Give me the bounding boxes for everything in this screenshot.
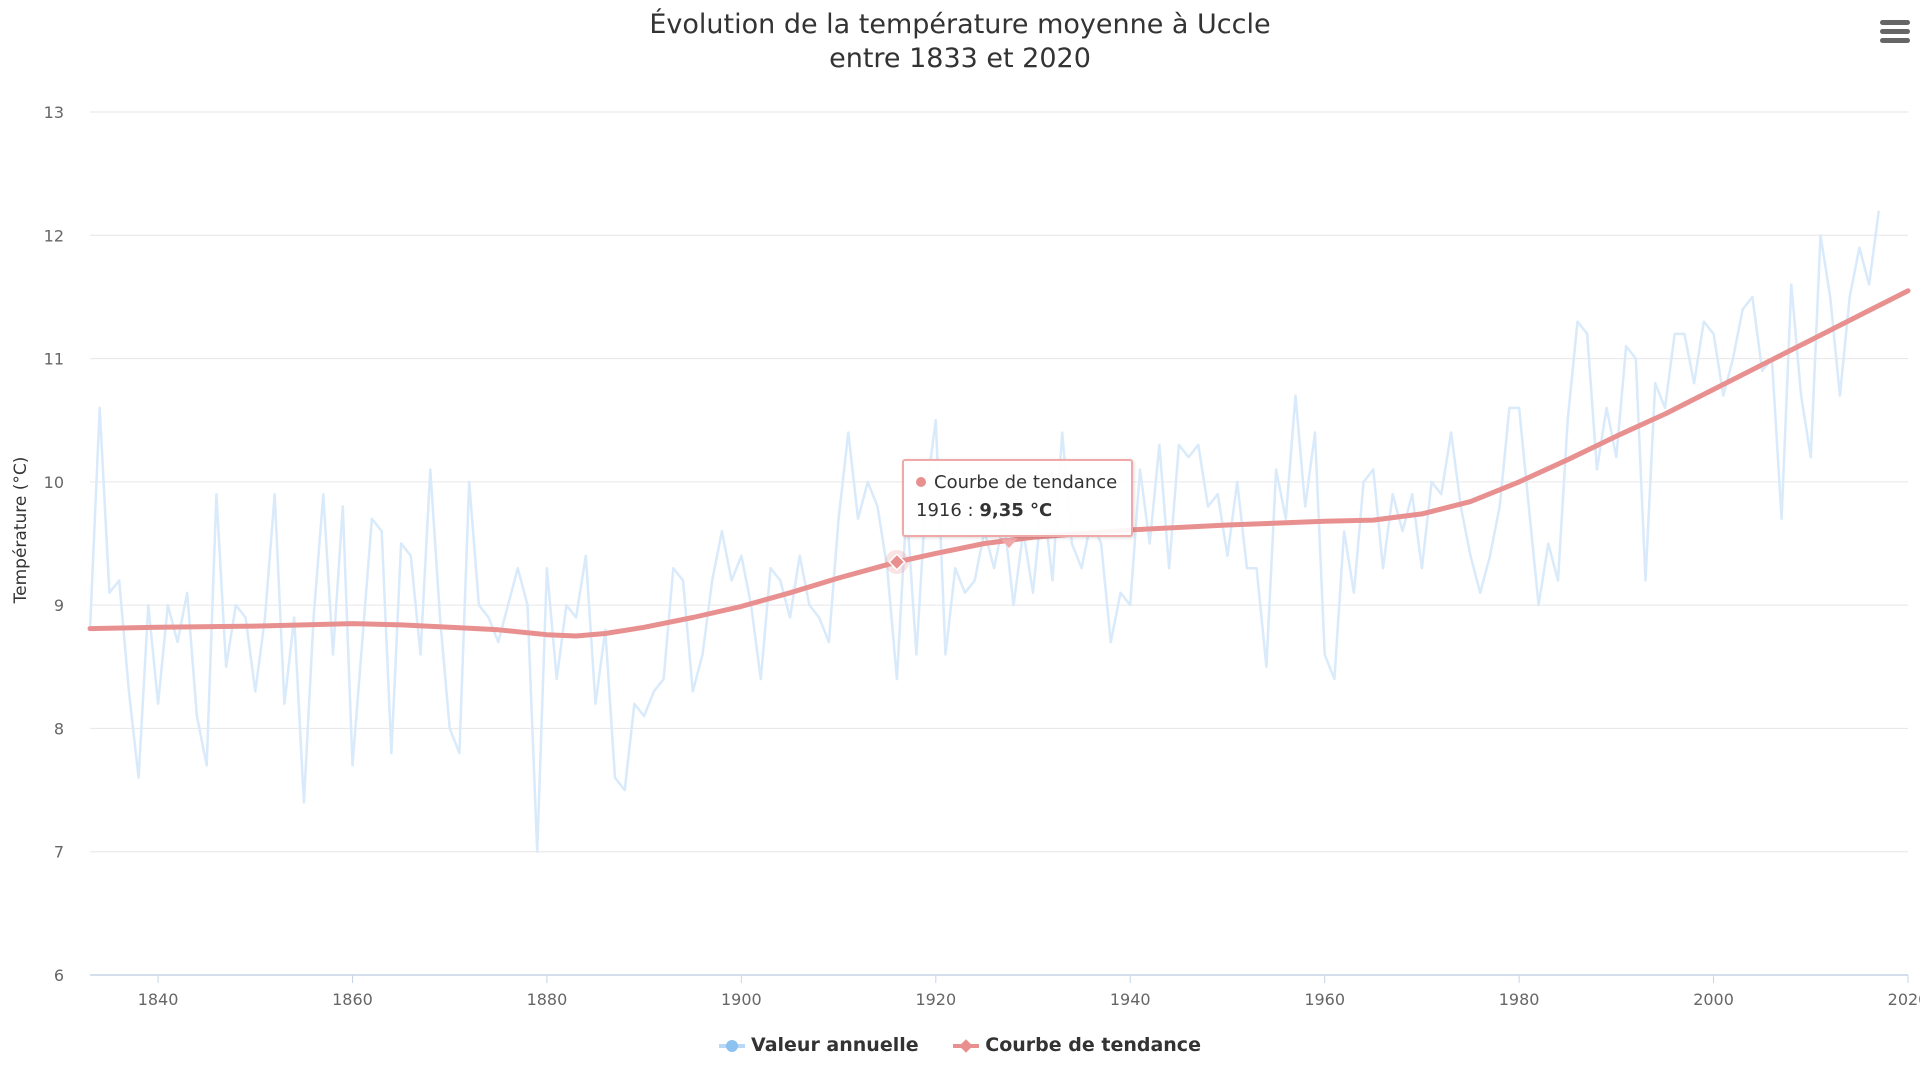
tooltip: Courbe de tendance 1916 : 9,35 °C (902, 459, 1134, 537)
chart-title-line: Évolution de la température moyenne à Uc… (649, 9, 1271, 40)
y-tick-label: 8 (54, 719, 64, 738)
y-tick-label: 11 (44, 350, 64, 369)
legend-item-trend[interactable]: Courbe de tendance (953, 1034, 1201, 1056)
y-tick-label: 6 (54, 966, 64, 985)
tooltip-year: 1916 : (916, 500, 980, 521)
tooltip-arrow (1000, 538, 1018, 548)
x-tick-label: 1880 (527, 990, 568, 1009)
legend: Valeur annuelle Courbe de tendance (0, 1034, 1920, 1056)
x-tick-label: 2020 (1888, 990, 1920, 1009)
x-tick-label: 1900 (721, 990, 762, 1009)
y-axis-ticks: 6 7 8 9 10 11 12 13 (44, 103, 64, 985)
y-tick-label: 12 (44, 226, 64, 245)
legend-item-annual[interactable]: Valeur annuelle (719, 1034, 919, 1056)
x-tick-label: 2000 (1693, 990, 1734, 1009)
legend-annual-symbol (719, 1039, 746, 1052)
y-tick-label: 7 (54, 843, 64, 862)
highlight-point[interactable] (888, 553, 906, 571)
y-axis-title: Température (°C) (11, 457, 31, 605)
x-tick-label: 1960 (1304, 990, 1345, 1009)
series-line-trend[interactable] (87, 288, 1911, 639)
grid-lines (90, 111, 1908, 976)
chart-subtitle: entre 1833 et 2020 (829, 43, 1091, 74)
chart-title: Évolution de la température moyenne à Uc… (0, 8, 1920, 76)
x-tick-label: 1920 (915, 990, 956, 1009)
marker-layer (884, 549, 909, 574)
y-tick-label: 9 (54, 596, 64, 615)
tooltip-series-name: Courbe de tendance (934, 472, 1118, 493)
x-axis-ticks: 1840 1860 1880 1900 1920 1940 1960 1980 2000 2020 (138, 975, 1920, 1009)
legend-trend-symbol (953, 1038, 980, 1053)
hamburger-menu-icon[interactable] (1880, 20, 1910, 46)
x-tick-label: 1840 (138, 990, 179, 1009)
x-tick-label: 1860 (332, 990, 373, 1009)
y-tick-label: 13 (44, 103, 64, 122)
y-tick-label: 10 (44, 473, 64, 492)
legend-trend-label: Courbe de tendance (985, 1034, 1201, 1056)
x-tick-label: 1980 (1499, 990, 1540, 1009)
tooltip-value: 9,35 °C (979, 500, 1053, 521)
tooltip-series-dot (916, 477, 926, 487)
x-tick-label: 1940 (1110, 990, 1151, 1009)
legend-annual-label: Valeur annuelle (751, 1034, 919, 1056)
